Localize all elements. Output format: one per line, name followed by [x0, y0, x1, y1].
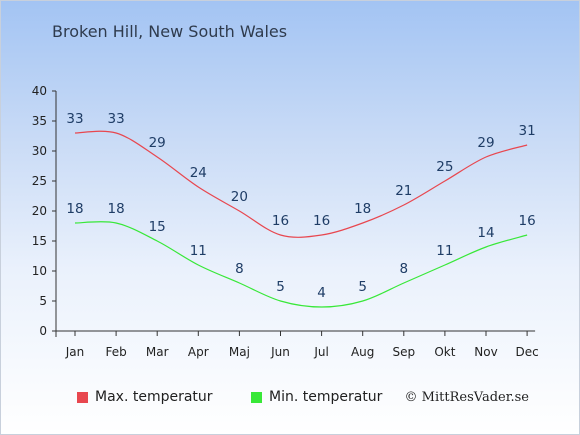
y-tick-label: 35	[32, 114, 47, 128]
x-tick-label: Jul	[313, 345, 328, 359]
x-tick-label: Nov	[474, 345, 497, 359]
chart-title: Broken Hill, New South Wales	[52, 22, 288, 41]
data-label-min: 14	[477, 225, 494, 241]
y-tick-label: 25	[32, 174, 47, 188]
data-label-max: 24	[190, 165, 207, 181]
data-label-min: 11	[190, 243, 207, 259]
data-label-max: 29	[477, 135, 494, 151]
x-tick-label: Jan	[65, 345, 85, 359]
y-tick-label: 40	[32, 84, 47, 98]
data-label-min: 15	[149, 219, 166, 235]
data-label-max: 18	[354, 201, 371, 217]
series-line-min	[74, 221, 528, 308]
legend-max-label: Max. temperatur	[95, 389, 213, 405]
legend-min-swatch	[251, 391, 262, 403]
data-label-min: 8	[400, 261, 409, 277]
x-tick-label: Maj	[229, 345, 250, 359]
x-tick-label: Mar	[146, 345, 169, 359]
temperature-chart: 0 5 10 15 20 25 30 35 40 Jan Feb Mar Apr Maj Jun Jul Aug…	[32, 84, 539, 359]
data-label-max: 25	[436, 159, 453, 175]
data-label-min: 8	[235, 261, 244, 277]
x-tick-label: Dec	[515, 345, 538, 359]
data-label-min: 5	[358, 279, 367, 295]
data-label-max: 20	[231, 189, 248, 205]
data-label-max: 33	[66, 111, 83, 127]
site-credit: © MittResVader.se	[404, 390, 529, 405]
x-tick-label: Sep	[392, 345, 415, 359]
data-label-max: 29	[149, 135, 166, 151]
data-label-min: 18	[66, 201, 83, 217]
legend-min: Min. temperatur	[251, 389, 382, 405]
x-tick-label: Jun	[270, 345, 290, 359]
data-label-max: 33	[108, 111, 125, 127]
data-label-min: 16	[519, 213, 536, 229]
series-line-max	[74, 130, 528, 238]
data-label-min: 5	[276, 279, 285, 295]
data-label-max: 16	[272, 213, 289, 229]
data-label-max: 16	[313, 213, 330, 229]
x-tick-label: Feb	[105, 345, 126, 359]
y-tick-label: 5	[39, 294, 47, 308]
y-tick-label: 10	[32, 264, 47, 278]
y-tick-label: 0	[39, 324, 47, 338]
legend-min-label: Min. temperatur	[269, 389, 383, 405]
data-label-min: 4	[317, 285, 326, 301]
y-tick-label: 20	[32, 204, 47, 218]
x-tick-label: Aug	[351, 345, 374, 359]
x-tick-label: Okt	[434, 345, 455, 359]
data-label-min: 11	[436, 243, 453, 259]
data-label-max: 21	[395, 183, 412, 199]
data-label-min: 18	[108, 201, 125, 217]
legend-max-swatch	[77, 391, 88, 403]
x-tick-label: Apr	[188, 345, 209, 359]
y-tick-label: 15	[32, 234, 47, 248]
y-tick-label: 30	[32, 144, 47, 158]
data-label-max: 31	[519, 123, 536, 139]
legend-max: Max. temperatur	[77, 389, 213, 405]
